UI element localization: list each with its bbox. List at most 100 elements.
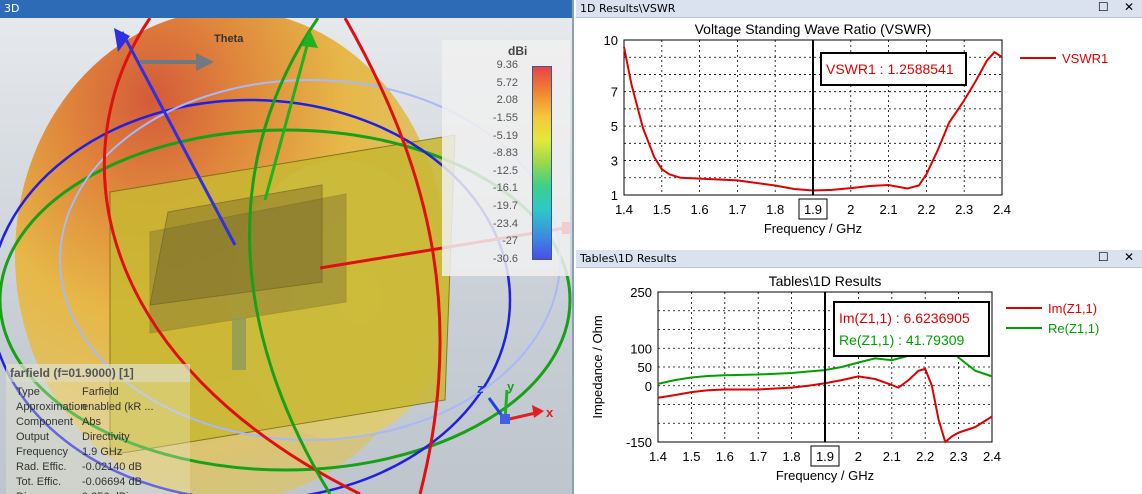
y-axis-line — [263, 41, 310, 201]
info-row: Approximation enabled (kR ... — [16, 401, 196, 416]
info-key: Dir. — [16, 491, 33, 494]
x-tick-label: 2.3 — [955, 202, 973, 217]
farfield-3d-pane[interactable]: 3D — [0, 0, 574, 494]
colorbar-tick-label: -8.83 — [492, 147, 518, 160]
colorbar-tick-label: 9.36 — [496, 59, 518, 71]
chart-title: Tables\1D Results — [769, 273, 882, 289]
chart-title: Voltage Standing Wave Ratio (VSWR) — [695, 21, 932, 37]
x-tick-label: 2.4 — [983, 449, 1001, 464]
y-tick-label: 3 — [611, 154, 618, 169]
info-row: Dir. 9.356 dBi — [16, 491, 196, 494]
x-tick-label: 1.5 — [682, 449, 700, 464]
colorbar-tick-label: -23.4 — [492, 217, 518, 230]
pane-title-3d: 3D — [0, 0, 572, 18]
colorbar-tick-label: -12.5 — [492, 164, 518, 177]
colorbar-tick-label: -16.1 — [492, 182, 518, 195]
x-tick-label: 1.9 — [804, 202, 822, 217]
info-key: Frequency — [16, 446, 68, 458]
x-tick-label: 1.7 — [728, 202, 746, 217]
close-button[interactable]: ✕ — [1123, 250, 1140, 264]
x-tick-label: 1.8 — [783, 449, 801, 464]
x-tick-label: 1.5 — [653, 202, 671, 217]
x-axis-label: Frequency / GHz — [776, 468, 874, 483]
maximize-button[interactable]: ☐ — [1097, 0, 1115, 14]
maximize-button[interactable]: ☐ — [1097, 250, 1115, 264]
triad-origin — [500, 414, 510, 424]
info-value: 9.356 dBi — [82, 491, 128, 494]
impedance-window-buttons: ☐ ✕ — [1098, 250, 1140, 264]
marker-readout-box — [820, 52, 967, 86]
3d-viewport[interactable]: dBi 9.36 5.72 2.08 -1.55 -5.19 -8.83 -12.5 -16.… — [0, 10, 572, 494]
impedance-chart[interactable]: Tables\1D Results 1.4 1.5 1.6 1.7 1.8 1.9 2 2.1 2… — [576, 268, 1142, 494]
theta-arrowhead — [196, 53, 214, 71]
green-arc — [248, 17, 332, 494]
colorbar-tick-label: -30.6 — [492, 253, 518, 265]
info-key: Component — [16, 416, 73, 428]
z-axis-arrowhead — [114, 28, 130, 52]
legend-label: VSWR1 — [1062, 51, 1108, 66]
x-tick-label: 2.4 — [993, 202, 1011, 217]
triad-y-label: y — [507, 379, 515, 394]
x-tick-label: 2.1 — [880, 202, 898, 217]
x-tick-label: 2.2 — [917, 202, 935, 217]
farfield-info-box: farfield (f=01.9000) [1] Type Farfield App… — [6, 364, 190, 494]
info-row: Type Farfield — [16, 386, 196, 401]
info-key: Rad. Effic. — [16, 461, 67, 473]
y-tick-label: 250 — [630, 285, 652, 300]
triad-x-label: x — [546, 405, 554, 420]
info-value: -0.02140 dB — [82, 461, 142, 473]
marker-readout-text: Im(Z1,1) : 6.6236905 — [839, 310, 970, 326]
y-axis-arrowhead — [302, 30, 318, 48]
info-row: Tot. Effic. -0.06694 dB — [16, 476, 196, 491]
colorbar-tick-label: -27 — [502, 235, 518, 248]
info-row: Output Directivity — [16, 431, 196, 446]
z-axis-line — [120, 31, 237, 246]
patch-substrate — [149, 193, 347, 334]
impedance-pane[interactable]: Tables\1D Results ☐ ✕ Tables\1D Results 1… — [576, 250, 1142, 494]
y-tick-label: 50 — [638, 360, 652, 375]
x-tick-label: 1.6 — [691, 202, 709, 217]
colorbar-tick-label: 2.08 — [496, 94, 518, 107]
info-key: Output — [16, 431, 50, 443]
pane-title-vswr: 1D Results\VSWR — [576, 0, 1142, 18]
info-value: 1.9 GHz — [82, 446, 123, 458]
colorbar-unit: dBi — [508, 44, 528, 58]
patch-element — [149, 184, 323, 306]
series-line-1 — [623, 46, 1003, 192]
legend-label: Re(Z1,1) — [1048, 321, 1099, 336]
triad-z-label: z — [477, 381, 484, 396]
info-value: Farfield — [82, 386, 119, 398]
marker-readout-text: VSWR1 : 1.2588541 — [826, 61, 954, 77]
colorbar-tick-label: -1.55 — [492, 111, 518, 124]
info-value: Abs — [82, 416, 101, 428]
x-tick-label: 1.4 — [649, 449, 667, 464]
info-row: Rad. Effic. -0.02140 dB — [16, 461, 196, 476]
y-tick-label: 5 — [611, 119, 618, 134]
x-tick-label: 2.1 — [883, 449, 901, 464]
pane-title-impedance: Tables\1D Results — [576, 250, 1142, 268]
marker-readout-text: Re(Z1,1) : 41.79309 — [839, 332, 965, 348]
feed-line — [232, 318, 246, 370]
colorbar-tick-label: -19.7 — [492, 200, 518, 213]
marker-label-box — [810, 445, 840, 467]
vswr-pane[interactable]: 1D Results\VSWR ☐ ✕ Voltage Standing Wav… — [576, 0, 1142, 248]
x-tick-label: 1.8 — [766, 202, 784, 217]
phi-arc-red — [343, 17, 442, 494]
vswr-chart[interactable]: Voltage Standing Wave Ratio (VSWR) 1.4 1.5… — [576, 18, 1142, 248]
x-tick-label: 1.4 — [615, 202, 633, 217]
y-axis-label: Impedance / Ohm — [590, 315, 605, 418]
x-tick-label: 2.2 — [916, 449, 934, 464]
info-value: -0.06694 dB — [82, 476, 142, 488]
x-tick-label: 2.3 — [950, 449, 968, 464]
triad-x-head — [532, 405, 544, 418]
info-key: Tot. Effic. — [16, 476, 62, 488]
close-button[interactable]: ✕ — [1123, 0, 1140, 14]
info-row: Frequency 1.9 GHz — [16, 446, 196, 461]
colorbar-tick-label: -5.19 — [492, 129, 518, 142]
x-tick-label: 1.9 — [816, 449, 834, 464]
y-tick-label: 1 — [611, 188, 618, 203]
theta-circle — [0, 98, 512, 494]
y-tick-label: 100 — [630, 341, 652, 356]
y-tick-label: 0 — [645, 379, 652, 394]
info-title: farfield (f=01.9000) [1] — [6, 364, 190, 382]
